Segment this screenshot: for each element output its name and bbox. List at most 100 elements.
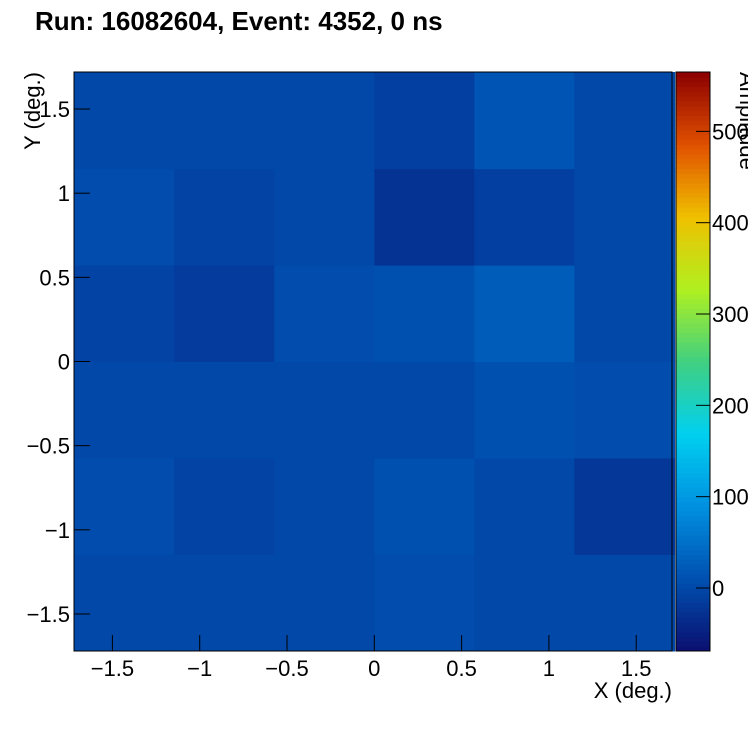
colorbar-segment: [676, 636, 710, 642]
colorbar-segment: [676, 182, 710, 189]
colorbar-segment: [676, 265, 710, 271]
colorbar-segment: [676, 593, 710, 599]
colorbar-segment: [676, 120, 710, 126]
colorbar-segment: [676, 187, 710, 194]
colorbar-segment: [676, 322, 710, 329]
colorbar-segment: [676, 284, 710, 290]
colorbar-segment: [676, 506, 710, 512]
colorbar-segment: [676, 433, 710, 440]
heatmap-cell: [374, 168, 475, 266]
colorbar-tick-label: 500: [712, 119, 748, 144]
colorbar-segment: [676, 274, 710, 280]
colorbar-segment: [676, 583, 710, 589]
colorbar-segment: [676, 347, 710, 353]
colorbar-segment: [676, 236, 710, 242]
colorbar-segment: [676, 303, 710, 309]
colorbar-segment: [676, 72, 710, 78]
colorbar-segment: [676, 197, 710, 203]
colorbar-segment: [676, 158, 710, 165]
colorbar-segment: [676, 115, 710, 121]
colorbar-segment: [676, 554, 710, 560]
heatmap-cell: [274, 72, 375, 170]
heatmap-cell: [174, 554, 275, 652]
heatmap-cell: [74, 554, 175, 652]
colorbar-segment: [676, 289, 710, 295]
colorbar-segment: [676, 429, 710, 435]
colorbar-segment: [676, 626, 710, 633]
colorbar-segment: [676, 395, 710, 401]
colorbar-segment: [676, 245, 710, 252]
colorbar-segment: [676, 269, 710, 276]
y-tick-label: −1.5: [27, 602, 70, 627]
heatmap-cell: [174, 457, 275, 555]
colorbar-segment: [676, 361, 710, 367]
colorbar-frame: [675, 71, 711, 652]
heatmap-cell: [274, 554, 375, 652]
colorbar-tick-label: 300: [712, 302, 748, 327]
y-tick-label: −0.5: [27, 434, 70, 459]
colorbar-segment: [676, 472, 710, 478]
colorbar-segment: [676, 76, 710, 83]
heatmap-cell: [274, 361, 375, 459]
colorbar-segment: [676, 375, 710, 382]
colorbar-segment: [676, 129, 710, 136]
heatmap-cell: [174, 361, 275, 459]
heatmap-cell: [474, 265, 575, 362]
y-axis-label: Y (deg.): [20, 72, 45, 150]
colorbar-segment: [676, 641, 710, 647]
colorbar-segment: [676, 366, 710, 372]
colorbar-segment: [676, 453, 710, 459]
colorbar-segment: [676, 221, 710, 227]
colorbar-segment: [676, 139, 710, 145]
colorbar-segment: [676, 125, 710, 131]
colorbar-segment: [676, 192, 710, 198]
heatmap-cell: [574, 361, 676, 459]
colorbar-segment: [676, 178, 710, 184]
colorbar-segment: [676, 486, 710, 493]
heatmap-cell: [374, 72, 475, 170]
heatmap-cell: [474, 554, 575, 652]
colorbar-segment: [676, 588, 710, 594]
colorbar-segment: [676, 646, 710, 652]
colorbar-segment: [676, 351, 710, 358]
heatmap-cell: [174, 168, 275, 266]
colorbar-segment: [676, 448, 710, 454]
colorbar-segment: [676, 293, 710, 300]
y-tick-label: 1.5: [39, 97, 70, 122]
heatmap-cell: [374, 265, 475, 362]
colorbar-segment: [676, 573, 710, 580]
colorbar-segment: [676, 308, 710, 314]
heatmap-cell: [174, 265, 275, 362]
colorbar-segment: [676, 110, 710, 116]
heatmap-cell: [574, 554, 676, 652]
heatmap-cell: [374, 554, 475, 652]
x-tick-label: 1: [543, 656, 555, 681]
colorbar-segment: [676, 511, 710, 517]
colorbar-segment: [676, 337, 710, 343]
x-tick-label: 0.5: [446, 656, 477, 681]
colorbar-segment: [676, 530, 710, 536]
heatmap-cell: [574, 72, 676, 170]
colorbar-segment: [676, 419, 710, 425]
colorbar-segment: [676, 568, 710, 575]
colorbar-segment: [676, 424, 710, 430]
colorbar-segment: [676, 443, 710, 449]
colorbar-segment: [676, 458, 710, 464]
heatmap-cell: [374, 361, 475, 459]
colorbar-segment: [676, 81, 710, 87]
colorbar-segment: [676, 211, 710, 218]
colorbar-segment: [676, 207, 710, 213]
colorbar-segment: [676, 168, 710, 174]
colorbar-tick-label: 400: [712, 211, 748, 236]
colorbar-segment: [676, 404, 710, 411]
colorbar-segment: [676, 149, 710, 155]
colorbar-segment: [676, 298, 710, 305]
colorbar-segment: [676, 371, 710, 377]
x-axis-label: X (deg.): [594, 678, 672, 703]
colorbar-segment: [676, 617, 710, 623]
colorbar-segment: [676, 491, 710, 498]
heatmap-cell: [274, 168, 375, 266]
y-tick-label: −1: [45, 518, 70, 543]
colorbar-segment: [676, 540, 710, 546]
colorbar-segment: [676, 559, 710, 565]
